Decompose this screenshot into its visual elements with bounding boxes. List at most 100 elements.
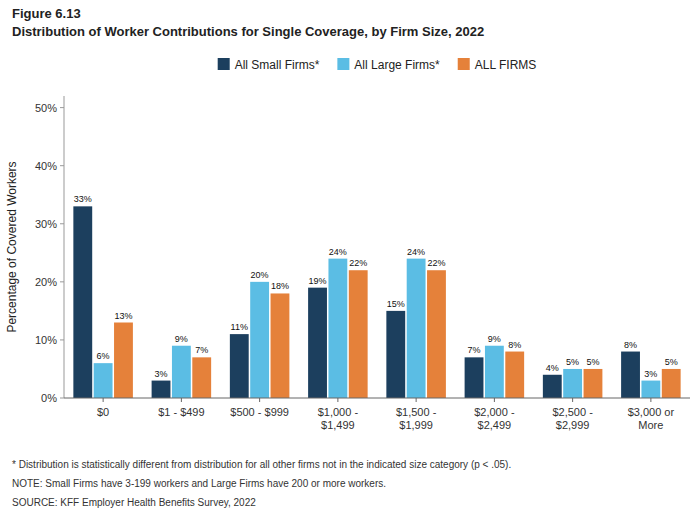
y-tick-label: 50% xyxy=(35,102,57,114)
data-label: 5% xyxy=(566,357,579,367)
x-tick-label-line: $2,000 - xyxy=(474,406,515,418)
y-axis-line xyxy=(64,96,65,398)
y-tick xyxy=(60,398,64,399)
bar xyxy=(308,288,327,398)
bar xyxy=(328,259,347,398)
legend-swatch xyxy=(337,58,349,70)
legend: All Small Firms* All Large Firms* ALL FIRM… xyxy=(218,58,537,72)
note: SOURCE: KFF Employer Health Benefits Sur… xyxy=(12,497,256,508)
x-tick-label-line: $1,000 - xyxy=(318,406,359,418)
bar xyxy=(271,293,290,398)
x-tick-label: $1,500 -$1,999 xyxy=(396,406,437,431)
x-tick-label-line: $2,499 xyxy=(478,419,512,431)
legend-item: ALL FIRMS xyxy=(458,58,537,72)
bar xyxy=(485,346,504,398)
data-label: 13% xyxy=(114,311,132,321)
y-tick-label: 20% xyxy=(35,276,57,288)
legend-label: ALL FIRMS xyxy=(475,58,537,72)
x-tick-label-line: $2,999 xyxy=(556,419,590,431)
data-label: 7% xyxy=(468,345,481,355)
figure-label: Figure 6.13 xyxy=(12,6,81,21)
bar xyxy=(584,369,603,398)
data-label: 3% xyxy=(644,369,657,379)
x-tick xyxy=(259,398,260,402)
y-tick xyxy=(60,339,64,340)
x-tick-label-line: $1,500 - xyxy=(396,406,437,418)
x-tick-label: $3,000 orMore xyxy=(628,406,675,431)
data-label: 22% xyxy=(427,258,445,268)
x-tick-label-line: $0 xyxy=(97,406,109,418)
bar xyxy=(563,369,582,398)
y-tick-label: 30% xyxy=(35,218,57,230)
x-tick xyxy=(416,398,417,402)
legend-label: All Small Firms* xyxy=(235,58,320,72)
x-tick-label: $2,000 -$2,499 xyxy=(474,406,515,431)
x-tick-label: $0 xyxy=(97,406,109,418)
data-label: 5% xyxy=(586,357,599,367)
x-tick xyxy=(103,398,104,402)
legend-swatch xyxy=(458,58,470,70)
bar xyxy=(662,369,681,398)
legend-label: All Large Firms* xyxy=(354,58,440,72)
legend-swatch xyxy=(218,58,230,70)
x-tick-label: $1 - $499 xyxy=(158,406,204,418)
chart: Figure 6.13 Distribution of Worker Contri… xyxy=(0,0,698,525)
y-tick-label: 0% xyxy=(41,392,57,404)
data-label: 9% xyxy=(175,334,188,344)
note: * Distribution is statistically differen… xyxy=(12,459,511,470)
note: NOTE: Small Firms have 3-199 workers and… xyxy=(12,478,386,489)
bar xyxy=(172,346,191,398)
y-tick xyxy=(60,281,64,282)
data-label: 15% xyxy=(387,299,405,309)
x-tick-label: $2,500 -$2,999 xyxy=(552,406,593,431)
data-label: 19% xyxy=(309,276,327,286)
bar xyxy=(349,270,368,398)
x-tick-label: $1,000 -$1,499 xyxy=(318,406,359,431)
data-label: 4% xyxy=(546,363,559,373)
x-tick xyxy=(337,398,338,402)
data-labels: 33%3%11%19%15%7%4%8%6%9%20%24%24%9%5%3%1… xyxy=(74,194,678,378)
data-label: 24% xyxy=(329,247,347,257)
bar xyxy=(427,270,446,398)
data-label: 8% xyxy=(508,340,521,350)
y-tick xyxy=(60,165,64,166)
bar xyxy=(505,352,524,398)
x-tick-label-line: $3,000 or xyxy=(628,406,675,418)
bar xyxy=(386,311,405,398)
bar xyxy=(192,357,211,398)
x-tick-label-line: $1,499 xyxy=(321,419,355,431)
bar xyxy=(465,357,484,398)
data-label: 9% xyxy=(488,334,501,344)
bar xyxy=(152,381,171,398)
x-tick xyxy=(494,398,495,402)
y-tick xyxy=(60,107,64,108)
data-label: 24% xyxy=(407,247,425,257)
bar xyxy=(114,323,133,399)
x-tick-label-line: $500 - $999 xyxy=(230,406,289,418)
y-tick-label: 40% xyxy=(35,160,57,172)
y-tick xyxy=(60,223,64,224)
x-tick-label-line: $2,500 - xyxy=(552,406,593,418)
y-axis-label: Percentage of Covered Workers xyxy=(5,161,19,332)
bar xyxy=(94,363,113,398)
bar xyxy=(407,259,426,398)
x-tick xyxy=(181,398,182,402)
data-label: 8% xyxy=(624,340,637,350)
y-tick-label: 10% xyxy=(35,334,57,346)
bar xyxy=(73,206,92,398)
bars xyxy=(73,206,680,398)
data-label: 20% xyxy=(251,270,269,280)
bar xyxy=(250,282,269,398)
bar xyxy=(543,375,562,398)
x-tick xyxy=(650,398,651,402)
data-label: 5% xyxy=(665,357,678,367)
data-label: 11% xyxy=(231,322,248,332)
bar xyxy=(621,352,640,398)
x-tick-label: $500 - $999 xyxy=(230,406,289,418)
x-tick-label-line: More xyxy=(638,419,663,431)
x-axis-line xyxy=(64,398,690,399)
bar xyxy=(641,381,660,398)
data-label: 3% xyxy=(155,369,168,379)
title: Distribution of Worker Contributions for… xyxy=(12,24,484,39)
data-label: 22% xyxy=(349,258,367,268)
